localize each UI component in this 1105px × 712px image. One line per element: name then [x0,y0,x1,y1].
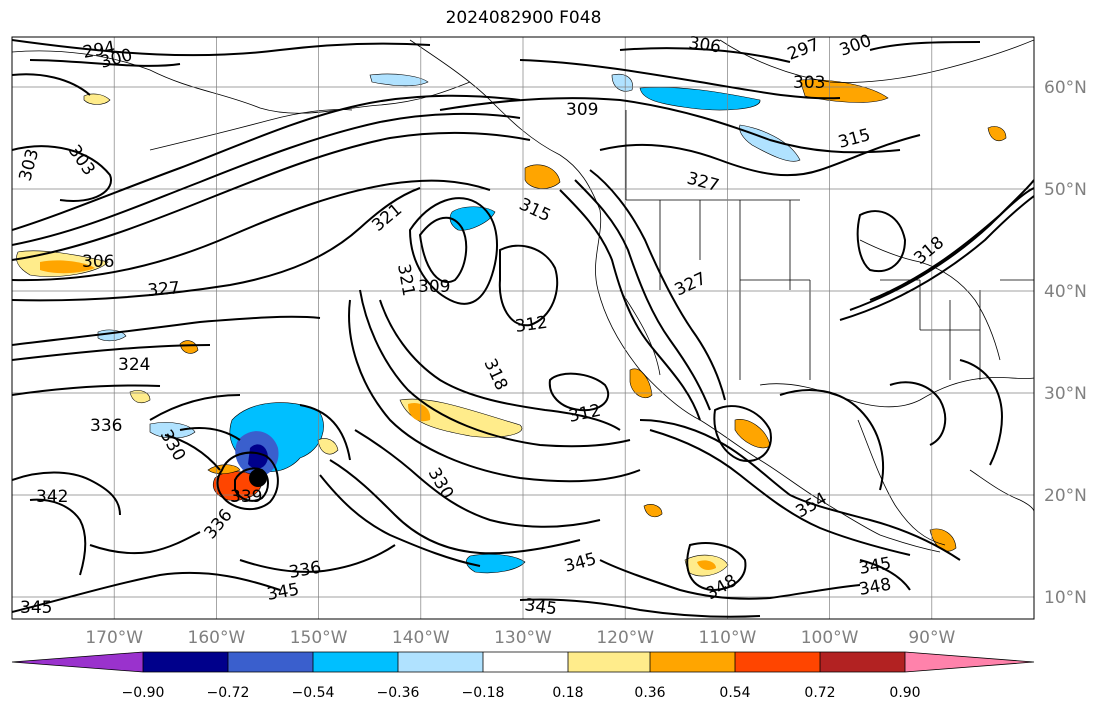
contour-label: 339 [230,487,262,507]
lat-label: 40°N [1044,282,1087,302]
colorbar-label: 0.36 [634,685,665,701]
colorbar-bin [650,652,735,672]
contour-lines [12,39,1034,618]
colorbar-bin [398,652,483,672]
map-title: 2024082900 F048 [445,8,602,28]
colorbar-label: 0.18 [552,685,583,701]
lat-label: 50°N [1044,180,1087,200]
positive-anomaly-small-1 [179,340,199,354]
positive-anomaly-tropic-1-core [697,560,716,570]
colorbar-label: −0.36 [377,685,420,701]
longitude-labels: 170°W 160°W 150°W 140°W 130°W 120°W 110°… [85,628,955,648]
map-panel: 294 297 300 300 303 303 303 306 306 309 … [11,31,1035,620]
shaded-anomaly-fields [16,73,1007,577]
graticule [12,37,1034,619]
lat-label: 60°N [1044,78,1087,98]
negative-anomaly-canada [639,86,761,111]
contour-label: 345 [20,598,52,618]
contour-label: 312 [514,313,549,337]
contour-label: 303 [793,73,825,93]
negative-anomaly-ne-pacific [449,206,496,231]
colorbar-bin [735,652,820,672]
positive-anomaly-baja [629,368,653,399]
lon-label: 170°W [85,628,143,648]
contour-label: 336 [90,416,122,436]
colorbar-bin [313,652,398,672]
positive-anomaly-pnw [524,164,561,189]
negative-anomaly-alaska [369,73,429,87]
positive-anomaly-small-6 [129,390,151,404]
contour-label: 309 [418,277,450,297]
positive-anomaly-small-5 [987,126,1007,141]
contour-label: 345 [523,595,558,619]
latitude-labels: 60°N 50°N 40°N 30°N 20°N 10°N [1044,78,1087,608]
lon-label: 130°W [494,628,552,648]
contour-label: 309 [566,100,598,120]
colorbar-bin [143,652,228,672]
lon-label: 110°W [699,628,757,648]
colorbar: −0.90 −0.72 −0.54 −0.36 −0.18 0.18 0.36 … [11,651,1035,701]
positive-anomaly-small-2 [317,438,339,455]
storm-center-marker [249,469,267,487]
positive-anomaly-canada [799,79,889,103]
positive-anomaly-ne-pacific [399,398,523,438]
negative-anomaly-center [248,444,268,469]
lat-label: 20°N [1044,486,1087,506]
lon-label: 100°W [801,628,859,648]
negative-anomaly-west-2 [149,422,196,439]
contour-label: 327 [147,278,181,301]
colorbar-label: −0.72 [207,685,250,701]
contour-label: 342 [36,487,68,507]
positive-anomaly-west-2 [83,93,111,105]
colorbar-label: 0.54 [719,685,750,701]
lon-label: 90°W [908,628,955,648]
contour-label: 324 [118,355,150,375]
lon-label: 140°W [392,628,450,648]
positive-anomaly-small-4 [929,528,957,552]
colorbar-extend-high [905,652,1034,672]
lon-label: 150°W [290,628,348,648]
coastlines-and-borders [12,39,1034,553]
colorbar-bin [568,652,650,672]
lon-label: 160°W [188,628,246,648]
positive-anomaly-west-1-core [40,260,95,274]
colorbar-label: −0.54 [292,685,335,701]
colorbar-label: −0.18 [462,685,505,701]
lon-label: 120°W [596,628,654,648]
colorbar-label: 0.72 [804,685,835,701]
colorbar-bin [483,652,568,672]
colorbar-bin [228,652,313,672]
colorbar-bin [820,652,905,672]
colorbar-extend-low [12,652,143,672]
contour-label: 306 [82,252,114,272]
positive-anomaly-ne-pacific-core [408,402,431,422]
positive-anomaly-small-3 [643,504,663,518]
colorbar-label: 0.90 [889,685,920,701]
colorbar-label: −0.90 [122,685,165,701]
lat-label: 10°N [1044,588,1087,608]
lat-label: 30°N [1044,384,1087,404]
